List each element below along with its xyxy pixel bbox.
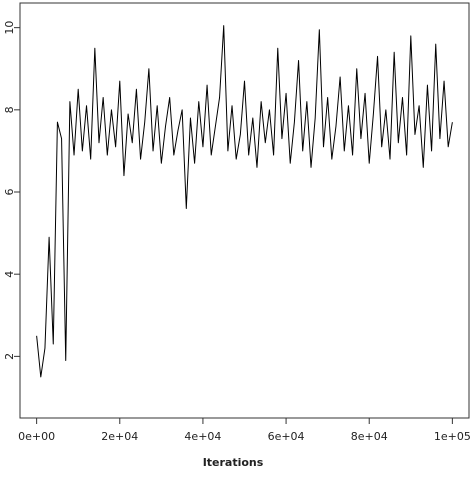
y-tick-label: 8	[3, 106, 16, 113]
x-tick-label: 1e+05	[434, 430, 471, 443]
x-tick-label: 4e+04	[184, 430, 221, 443]
x-tick-label: 8e+04	[351, 430, 388, 443]
x-tick-label: 2e+04	[101, 430, 138, 443]
x-tick-label: 0e+00	[18, 430, 55, 443]
y-tick-label: 10	[3, 21, 16, 35]
x-tick-label: 6e+04	[268, 430, 305, 443]
y-tick-label: 2	[3, 353, 16, 360]
y-tick-label: 4	[3, 271, 16, 278]
x-axis-label: Iterations	[203, 456, 264, 469]
trace-line	[36, 25, 453, 378]
plot-box	[19, 2, 470, 419]
y-tick-label: 6	[3, 189, 16, 196]
